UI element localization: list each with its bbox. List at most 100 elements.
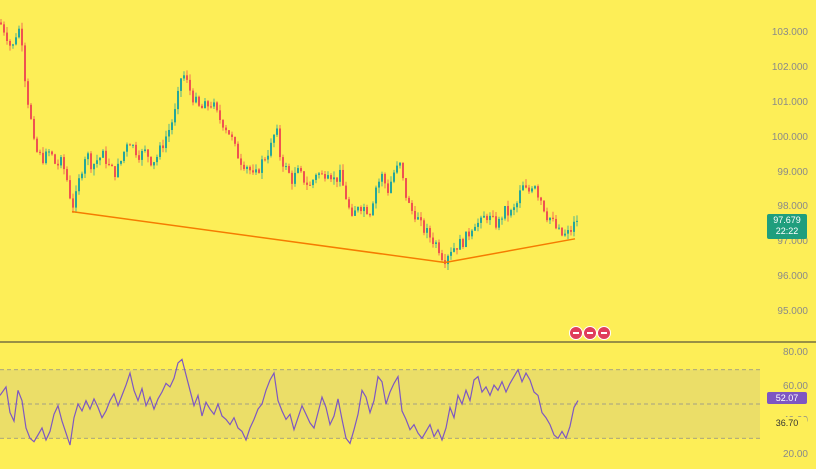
candle-body <box>387 183 389 193</box>
candle-body <box>315 174 317 180</box>
rsi-ma-badge: 36.70 <box>767 417 807 429</box>
candle-body <box>384 173 386 184</box>
candle-body <box>528 187 530 192</box>
candle-body <box>216 102 218 111</box>
candle-body <box>96 160 98 164</box>
candle-body <box>438 242 440 254</box>
candle-body <box>393 172 395 182</box>
candle-body <box>516 203 518 208</box>
candle-body <box>204 101 206 109</box>
candle-body <box>369 214 371 216</box>
price-axis-tick: 96.000 <box>777 271 808 283</box>
trendline <box>444 238 576 264</box>
candle-body <box>492 215 494 217</box>
candle-body <box>255 169 257 173</box>
candle-body <box>525 185 527 188</box>
candle-body <box>132 144 134 146</box>
candle-body <box>279 128 281 158</box>
candle-body <box>54 154 56 164</box>
candle-body <box>111 164 113 167</box>
candle-body <box>408 197 410 203</box>
candle-body <box>246 166 248 169</box>
candle-body <box>465 231 467 248</box>
trendlines-group <box>71 210 576 264</box>
candle-body <box>495 216 497 228</box>
candle-body <box>303 171 305 183</box>
candle-body <box>483 215 485 218</box>
candle-body <box>45 151 47 164</box>
candle-body <box>411 202 413 211</box>
price-axis-tick: 101.000 <box>771 96 808 108</box>
candle-body <box>474 226 476 231</box>
rsi-axis-tick: 60.00 <box>782 380 808 392</box>
candle-body <box>159 145 161 157</box>
candle-body <box>189 79 191 91</box>
rsi-axis-tick: 20.00 <box>782 449 808 461</box>
price-axis-tick: 102.000 <box>771 61 808 73</box>
candle-body <box>561 227 563 236</box>
candle-body <box>27 81 29 105</box>
candle-body <box>549 217 551 221</box>
candle-body <box>555 218 557 229</box>
candle-body <box>459 238 461 250</box>
candle-body <box>18 28 20 38</box>
candle-body <box>63 157 65 170</box>
trendline <box>71 210 446 264</box>
candle-body <box>513 207 515 211</box>
candle-body <box>522 185 524 191</box>
candle-body <box>540 197 542 201</box>
candle-body <box>126 144 128 152</box>
candle-body <box>288 166 290 173</box>
candle-body <box>261 159 263 173</box>
candle-body <box>186 75 188 80</box>
candle-body <box>234 136 236 144</box>
candle-body <box>360 207 362 212</box>
us-flag-icon[interactable] <box>569 326 583 340</box>
candle-body <box>108 163 110 165</box>
candle-body <box>543 200 545 212</box>
candle-body <box>519 190 521 204</box>
candle-body <box>180 78 182 91</box>
candle-body <box>300 168 302 172</box>
candle-body <box>348 199 350 208</box>
candle-body <box>150 156 152 166</box>
candle-body <box>366 207 368 215</box>
candle-body <box>270 142 272 156</box>
candle-body <box>375 187 377 204</box>
candle-body <box>567 230 569 234</box>
candle-body <box>105 150 107 164</box>
candle-body <box>456 248 458 250</box>
candle-body <box>3 24 5 33</box>
candle-body <box>477 222 479 227</box>
candle-body <box>198 96 200 106</box>
candle-body <box>210 106 212 108</box>
candle-body <box>576 220 578 222</box>
price-axis-tick: 99.000 <box>777 166 808 178</box>
candle-body <box>156 156 158 163</box>
candle-body <box>306 182 308 185</box>
candle-body <box>9 40 11 46</box>
candle-body <box>102 150 104 158</box>
candle-body <box>60 157 62 166</box>
candle-body <box>321 173 323 175</box>
candle-body <box>192 90 194 103</box>
candle-body <box>30 104 32 119</box>
candle-body <box>168 129 170 137</box>
candle-body <box>51 151 53 155</box>
candle-body <box>84 159 86 174</box>
us-flag-icon[interactable] <box>583 326 597 340</box>
candle-body <box>264 159 266 161</box>
candle-body <box>123 151 125 161</box>
candle-body <box>333 177 335 180</box>
candle-body <box>243 164 245 169</box>
candle-body <box>78 178 80 192</box>
candle-body <box>327 175 329 179</box>
us-flag-icon[interactable] <box>597 326 611 340</box>
candle-body <box>90 153 92 170</box>
candles-group <box>0 18 578 271</box>
price-axis-tick: 97.000 <box>777 236 808 248</box>
candle-body <box>87 153 89 160</box>
candle-body <box>153 162 155 166</box>
